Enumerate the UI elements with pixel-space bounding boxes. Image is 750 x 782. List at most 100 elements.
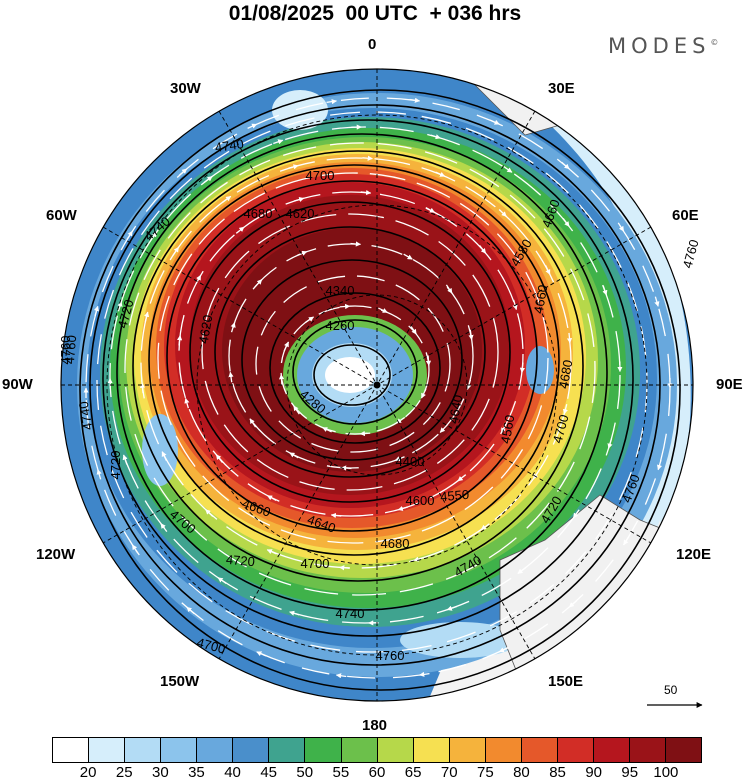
wind-arrow bbox=[362, 155, 373, 161]
wind-arrow bbox=[217, 577, 227, 584]
colorbar-tick-label: 30 bbox=[151, 764, 169, 781]
wind-arrow bbox=[410, 325, 417, 335]
contour-label: 4640 bbox=[446, 394, 466, 425]
colorbar-tick-label: 60 bbox=[368, 764, 386, 781]
wind-arrows bbox=[83, 97, 673, 679]
wind-arrow bbox=[480, 523, 490, 531]
lon-label-30e: 30E bbox=[548, 80, 575, 97]
wind-arrow bbox=[435, 171, 446, 177]
wind-arrow bbox=[503, 166, 513, 173]
wind-arrow bbox=[617, 222, 625, 232]
colorbar-tick-label: 80 bbox=[513, 764, 530, 781]
colorbar-tick-label: 35 bbox=[188, 764, 205, 781]
wind-arrow bbox=[335, 673, 347, 679]
wind-arrow bbox=[339, 303, 351, 310]
colorbar-tick-label: 85 bbox=[549, 764, 566, 781]
colorbar-tick-label: 45 bbox=[260, 764, 277, 781]
colorbar-cell bbox=[341, 738, 378, 762]
wind-arrow bbox=[439, 424, 448, 433]
wind-arrow bbox=[340, 465, 352, 471]
colorbar-cell bbox=[666, 738, 702, 762]
wind-arrow bbox=[489, 119, 500, 125]
wind-arrow bbox=[330, 512, 342, 519]
wind-arrow bbox=[562, 218, 570, 227]
lon-label-150w: 150W bbox=[160, 673, 200, 690]
wind-arrow bbox=[359, 430, 371, 437]
contour-label: 4680 bbox=[556, 359, 576, 390]
colorbar-cell bbox=[269, 738, 306, 762]
wind-arrow bbox=[500, 423, 507, 434]
contour-label: 4620 bbox=[286, 206, 315, 221]
wind-arrow bbox=[409, 97, 421, 103]
wind-arrow bbox=[479, 245, 487, 254]
wind-arrow bbox=[205, 509, 214, 517]
contour-label: 4760 bbox=[376, 648, 405, 663]
colorbar-tick-label: 100 bbox=[653, 764, 679, 781]
colorbar-tick-label: 70 bbox=[440, 764, 458, 781]
wind-arrow bbox=[532, 470, 540, 480]
lon-label-0: 0 bbox=[368, 36, 377, 53]
wind-arrow bbox=[517, 567, 527, 575]
contour-label: 4720 bbox=[108, 451, 123, 480]
colorbar-tick-label: 20 bbox=[79, 764, 97, 781]
colorbar-cell bbox=[377, 738, 414, 762]
wind-arrow bbox=[413, 556, 424, 562]
colorbar-cell bbox=[521, 738, 558, 762]
wind-arrow bbox=[283, 341, 290, 352]
wind-arrow bbox=[215, 454, 223, 463]
lon-label-90e: 90E bbox=[716, 376, 743, 393]
wind-arrow bbox=[519, 362, 525, 374]
wind-arrow bbox=[304, 316, 314, 324]
wind-arrow bbox=[544, 265, 551, 275]
contour-label: 4340 bbox=[326, 283, 355, 298]
wind-arrow bbox=[403, 253, 413, 260]
wind-arrow bbox=[184, 397, 190, 409]
lon-label-180: 180 bbox=[362, 717, 388, 734]
colorbar-tick-label: 90 bbox=[585, 764, 602, 781]
wind-arrow bbox=[419, 671, 430, 677]
wind-arrow bbox=[131, 544, 139, 554]
contour-label: 4720 bbox=[115, 298, 137, 330]
wind-arrow bbox=[278, 374, 285, 385]
colorbar-cell bbox=[305, 738, 342, 762]
contour-label: 4600 bbox=[406, 493, 435, 508]
pole-marker bbox=[373, 381, 381, 389]
lon-label-120e: 120E bbox=[676, 546, 712, 563]
lon-label-60w: 60W bbox=[46, 207, 77, 224]
colorbar-cell bbox=[233, 738, 270, 762]
wind-arrow bbox=[297, 250, 308, 256]
wind-arrow bbox=[195, 274, 202, 285]
colorbar-tick-label: 40 bbox=[224, 764, 241, 781]
contour-label: 4660 bbox=[531, 284, 551, 315]
wind-arrow bbox=[512, 299, 518, 311]
wind-arrow bbox=[230, 322, 236, 333]
colorbar-cell bbox=[125, 738, 162, 762]
wind-arrow bbox=[654, 296, 660, 307]
wind-arrow bbox=[222, 195, 232, 203]
lon-label-30w: 30W bbox=[170, 80, 201, 97]
height-contours bbox=[79, 89, 681, 691]
contour-label: 4740 bbox=[214, 136, 245, 155]
wind-arrow bbox=[498, 647, 509, 653]
contour-label: 4740 bbox=[76, 400, 96, 431]
wind-arrow bbox=[96, 469, 102, 480]
wind-arrow bbox=[161, 451, 168, 461]
wind-arrow bbox=[430, 134, 441, 140]
contour-label: 4400 bbox=[396, 454, 425, 469]
wind-arrow bbox=[117, 301, 123, 312]
colorbar-cell bbox=[593, 738, 630, 762]
contour-label: 4550 bbox=[440, 487, 470, 504]
colorbar-tick-label: 75 bbox=[476, 764, 494, 781]
colorbar-cell bbox=[197, 738, 234, 762]
wind-arrow bbox=[203, 175, 213, 183]
wind-arrow bbox=[293, 405, 300, 415]
wind-arrow bbox=[572, 509, 580, 519]
colorbar-cell bbox=[630, 738, 667, 762]
contour-label: 4680 bbox=[381, 536, 410, 551]
wind-arrow bbox=[360, 189, 372, 196]
wind-arrow bbox=[249, 418, 257, 428]
wind-arrow bbox=[94, 305, 100, 317]
wind-arrow bbox=[228, 371, 234, 383]
wind-arrow bbox=[562, 404, 568, 415]
